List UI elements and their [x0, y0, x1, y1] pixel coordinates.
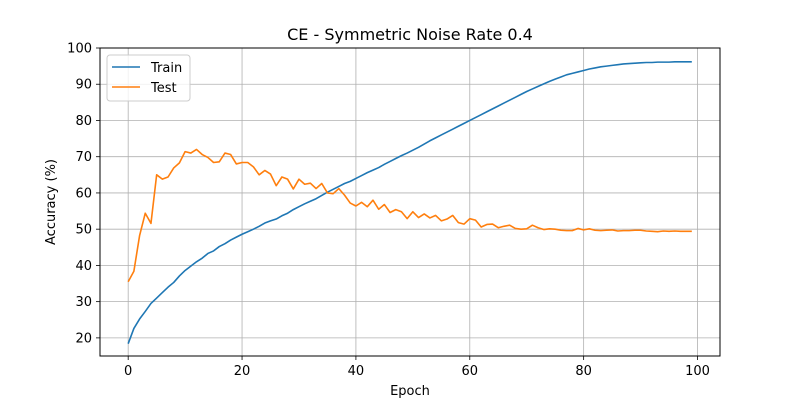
y-tick-label: 30	[75, 295, 92, 310]
y-tick-label: 40	[75, 259, 92, 274]
y-tick-label: 100	[67, 42, 92, 57]
y-tick-label: 90	[75, 78, 92, 93]
y-tick-label: 70	[75, 150, 92, 165]
grid-lines	[100, 47, 720, 356]
x-tick-label: 0	[124, 364, 132, 379]
plot-frame	[99, 47, 721, 357]
y-tick-label: 20	[75, 331, 92, 346]
x-axis-ticks: 0 20 40 60 80 100	[124, 356, 710, 379]
series-line-train	[127, 60, 692, 344]
x-tick-label: 60	[462, 364, 479, 379]
y-tick-label: 50	[75, 223, 92, 238]
x-tick-label: 80	[575, 364, 592, 379]
legend-label-train: Train	[150, 61, 182, 76]
chart-title: CE - Symmetric Noise Rate 0.4	[287, 25, 533, 44]
y-tick-label: 80	[75, 114, 92, 129]
x-tick-label: 100	[685, 364, 710, 379]
legend: Train Test	[106, 54, 191, 102]
y-axis-label: Accuracy (%)	[44, 159, 59, 245]
x-axis-label: Epoch	[390, 384, 430, 399]
legend-label-test: Test	[150, 81, 177, 96]
series-line-test	[127, 148, 692, 283]
x-tick-label: 40	[348, 364, 365, 379]
y-tick-label: 60	[75, 186, 92, 201]
y-axis-ticks: 20 30 40 50 60 70 80 90 100	[67, 42, 100, 346]
x-tick-label: 20	[234, 364, 251, 379]
series-lines	[127, 60, 692, 344]
